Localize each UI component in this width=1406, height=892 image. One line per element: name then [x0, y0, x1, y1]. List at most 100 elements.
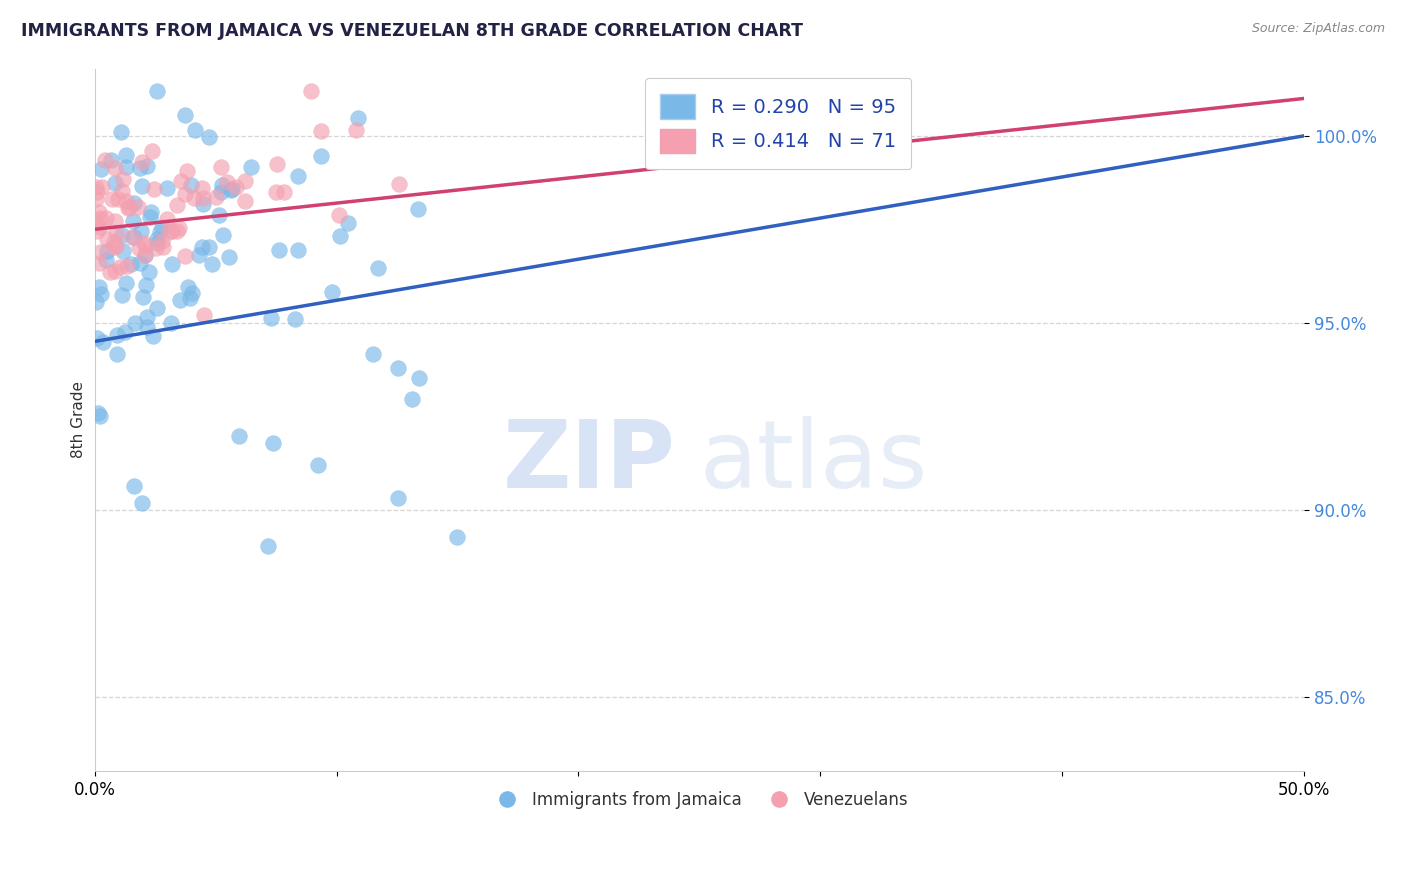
Point: [191, 181, 214, 195]
Point: [132, 290, 155, 304]
Point: [127, 200, 149, 214]
Point: [105, 347, 128, 361]
Point: [408, 371, 430, 385]
Point: [105, 239, 128, 253]
Point: [284, 312, 307, 326]
Point: [103, 235, 125, 250]
Point: [86, 185, 108, 199]
Point: [124, 478, 146, 492]
Point: [198, 129, 221, 144]
Point: [176, 164, 198, 178]
Point: [367, 261, 389, 276]
Point: [179, 291, 201, 305]
Point: [134, 248, 156, 262]
Point: [122, 196, 145, 211]
Point: [89, 280, 111, 294]
Point: [145, 241, 167, 255]
Text: ZIP: ZIP: [502, 417, 675, 508]
Point: [239, 161, 262, 175]
Point: [217, 175, 239, 189]
Point: [260, 310, 283, 325]
Point: [84, 295, 107, 310]
Point: [135, 278, 157, 293]
Point: [112, 244, 135, 259]
Point: [122, 230, 145, 244]
Point: [91, 180, 114, 194]
Point: [207, 208, 229, 222]
Point: [120, 258, 142, 272]
Point: [211, 228, 233, 243]
Point: [157, 225, 180, 239]
Point: [142, 329, 165, 343]
Point: [96, 232, 118, 246]
Point: [131, 179, 153, 194]
Point: [111, 288, 134, 302]
Point: [156, 211, 179, 226]
Point: [146, 232, 169, 246]
Point: [256, 539, 278, 553]
Point: [104, 226, 127, 240]
Point: [219, 183, 242, 197]
Point: [193, 197, 215, 211]
Point: [94, 211, 117, 225]
Point: [115, 260, 138, 274]
Point: [264, 185, 287, 199]
Point: [198, 239, 221, 253]
Point: [134, 248, 156, 262]
Point: [209, 186, 232, 200]
Point: [114, 194, 136, 208]
Point: [287, 169, 309, 184]
Point: [180, 285, 202, 300]
Legend: Immigrants from Jamaica, Venezuelans: Immigrants from Jamaica, Venezuelans: [484, 784, 915, 816]
Point: [96, 252, 118, 267]
Point: [387, 491, 409, 505]
Point: [166, 224, 188, 238]
Point: [107, 192, 129, 206]
Point: [174, 249, 197, 263]
Point: [86, 331, 108, 345]
Point: [287, 244, 309, 258]
Point: [86, 224, 108, 238]
Point: [218, 251, 240, 265]
Point: [188, 248, 211, 262]
Point: [84, 180, 107, 194]
Point: [138, 265, 160, 279]
Point: [328, 208, 350, 222]
Point: [101, 192, 124, 206]
Point: [104, 264, 127, 278]
Point: [89, 219, 111, 234]
Point: [183, 191, 205, 205]
Point: [174, 187, 197, 202]
Point: [233, 194, 256, 208]
Point: [103, 240, 125, 254]
Text: IMMIGRANTS FROM JAMAICA VS VENEZUELAN 8TH GRADE CORRELATION CHART: IMMIGRANTS FROM JAMAICA VS VENEZUELAN 8T…: [21, 22, 803, 40]
Point: [155, 180, 177, 194]
Point: [132, 236, 155, 251]
Point: [105, 328, 128, 343]
Point: [135, 159, 157, 173]
Point: [131, 496, 153, 510]
Point: [321, 285, 343, 299]
Point: [121, 229, 143, 244]
Point: [111, 228, 134, 243]
Point: [112, 172, 135, 186]
Point: [129, 224, 152, 238]
Point: [152, 240, 174, 254]
Point: [262, 436, 284, 450]
Point: [309, 149, 332, 163]
Point: [191, 192, 214, 206]
Point: [94, 153, 117, 167]
Point: [131, 155, 153, 169]
Point: [89, 256, 111, 270]
Point: [235, 174, 257, 188]
Point: [135, 310, 157, 325]
Point: [337, 216, 360, 230]
Point: [96, 244, 118, 258]
Point: [110, 260, 132, 274]
Point: [406, 202, 429, 217]
Point: [177, 280, 200, 294]
Point: [115, 148, 138, 162]
Point: [387, 361, 409, 376]
Point: [273, 185, 295, 199]
Point: [138, 210, 160, 224]
